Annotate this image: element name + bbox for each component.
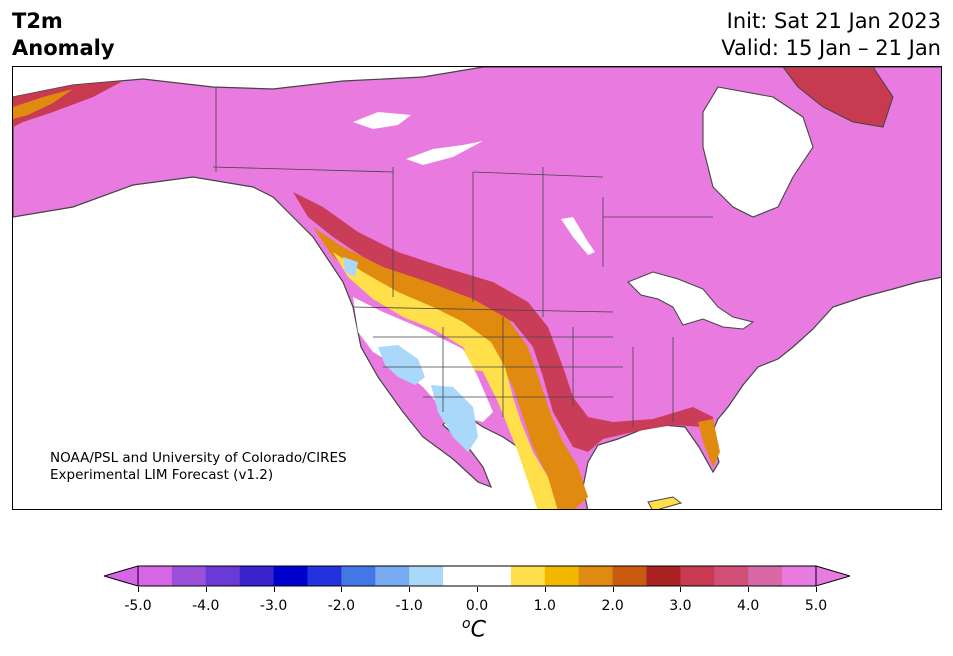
hudson-bay xyxy=(702,86,814,218)
colorbar-tick-mark xyxy=(409,587,411,592)
colorbar xyxy=(104,565,850,587)
great-bear-lake xyxy=(353,112,411,129)
colorbar-tick-label: -3.0 xyxy=(259,598,288,614)
colorbar-segment xyxy=(205,566,241,586)
colorbar-segment xyxy=(171,566,207,586)
colorbar-tick-mark xyxy=(341,587,343,592)
cool-anomaly-california xyxy=(378,345,425,385)
colorbar-tick-mark xyxy=(544,587,546,592)
unit-letter: C xyxy=(470,617,486,643)
credit-line-1: NOAA/PSL and University of Colorado/CIRE… xyxy=(50,450,347,466)
alaska-warm-edge xyxy=(13,81,123,127)
warm-band-red xyxy=(293,192,715,452)
colorbar-tick-mark xyxy=(138,587,139,592)
colorbar-tick-mark xyxy=(816,587,817,592)
colorbar-segment xyxy=(646,566,681,586)
colorbar-outline xyxy=(137,565,817,587)
colorbar-extend-low xyxy=(104,565,139,587)
colorbar-unit: oC xyxy=(462,616,486,642)
colorbar-segment xyxy=(612,566,647,586)
colorbar-tick-label: -1.0 xyxy=(395,598,423,614)
colorbar-tick-label: -5.0 xyxy=(124,598,152,614)
anomaly-map: NOAA/PSL and University of Colorado/CIRE… xyxy=(12,66,942,510)
colorbar-segment xyxy=(714,566,749,586)
init-date: Init: Sat 21 Jan 2023 xyxy=(726,9,941,33)
colorbar-segment xyxy=(138,566,173,586)
great-lakes xyxy=(627,271,755,330)
florida-warm xyxy=(698,419,720,467)
date-info: Init: Sat 21 Jan 2023 Valid: 15 Jan – 21… xyxy=(721,8,941,62)
lake-winnipeg xyxy=(561,217,595,255)
colorbar-tick-mark xyxy=(205,587,207,592)
anomaly-label: Anomaly xyxy=(12,36,115,60)
warm-spot-yellow xyxy=(463,345,498,372)
colorbar-segment xyxy=(578,566,614,586)
neutral-region xyxy=(353,297,493,422)
colorbar-tick-label: -2.0 xyxy=(327,598,356,614)
colorbar-tick-label: -4.0 xyxy=(192,598,220,614)
variable-label: T2m xyxy=(12,9,63,33)
colorbar-segment xyxy=(239,566,275,586)
unit-prefix: o xyxy=(462,616,471,632)
colorbar-tick-label: 1.0 xyxy=(533,598,556,614)
colorbar-tick-mark xyxy=(477,587,478,592)
credit-line-2: Experimental LIM Forecast (v1.2) xyxy=(50,467,274,483)
colorbar-segment xyxy=(782,566,817,586)
colorbar-tick-mark xyxy=(612,587,614,592)
warm-band-yellow xyxy=(333,252,558,509)
colorbar-tick-mark xyxy=(273,587,275,592)
colorbar-segment xyxy=(477,566,512,586)
colorbar-segment xyxy=(307,566,342,586)
colorbar-tick-label: 2.0 xyxy=(601,598,624,614)
colorbar-tick-label: 4.0 xyxy=(737,598,760,614)
colorbar-tick-mark xyxy=(748,587,750,592)
colorbar-segment xyxy=(510,566,546,586)
colorbar-segment xyxy=(273,566,308,586)
colorbar-tick-label: 3.0 xyxy=(669,598,692,614)
colorbar-segment xyxy=(341,566,376,586)
cool-anomaly-nw xyxy=(343,257,358,277)
colorbar-tick-label: 5.0 xyxy=(804,598,828,614)
colorbar-segment xyxy=(544,566,580,586)
great-slave-lake xyxy=(406,141,483,165)
greenland-warm xyxy=(782,67,894,128)
colorbar-segment xyxy=(748,566,783,586)
colorbar-tick-mark xyxy=(680,587,682,592)
colorbar-segment xyxy=(443,566,478,586)
map-title: T2m Anomaly xyxy=(12,8,115,62)
colorbar-extend-high xyxy=(815,565,850,587)
cuba xyxy=(647,496,683,509)
warm-band-orange xyxy=(313,227,588,509)
map-canvas xyxy=(13,67,941,509)
data-credit: NOAA/PSL and University of Colorado/CIRE… xyxy=(50,450,347,484)
colorbar-segment xyxy=(375,566,410,586)
alaska-orange-edge xyxy=(13,89,73,119)
colorbar-segment xyxy=(680,566,715,586)
colorbar-segment xyxy=(409,566,444,586)
valid-range: Valid: 15 Jan – 21 Jan xyxy=(721,36,941,60)
political-borders xyxy=(212,87,713,427)
colorbar-tick-label: 0.0 xyxy=(465,598,489,614)
